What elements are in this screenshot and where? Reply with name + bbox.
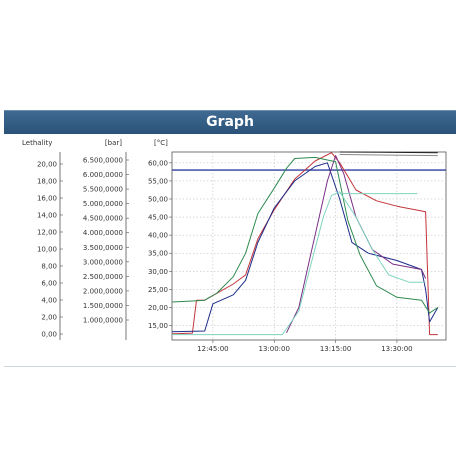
lethality-tick-label: 16,00 [37,195,57,203]
pressure-tick-label: 1.500,0000 [83,302,123,310]
lethality-axis-label: Lethality [22,139,52,147]
lethality-tick-label: 10,00 [37,246,57,254]
series-line-3 [286,155,427,334]
series-line-6 [339,151,438,154]
series-line-7 [339,154,438,157]
time-ticks: 12:45:00 13:00:00 13:15:00 13:30:00 [197,340,413,353]
time-tick-label: 13:15:00 [320,345,351,353]
series-line-5 [172,191,426,336]
lethality-tick-label: 14,00 [37,212,57,220]
pressure-tick-label: 4.000,0000 [83,229,123,237]
pressure-tick-label: 5.500,0000 [83,186,123,194]
temperature-axis-label: [°C] [154,139,168,147]
series-line-4 [171,156,439,314]
temperature-ticks: 15,00 20,00 25,00 30,00 35,00 40,00 45,00 50,00… [148,159,172,330]
temperature-tick-label: 40,00 [148,232,168,240]
pressure-tick-label: 1.000,0000 [83,317,123,325]
series-line-2 [171,162,439,333]
pressure-tick-label: 4.500,0000 [83,215,123,223]
time-tick-label: 13:00:00 [259,345,290,353]
temperature-tick-label: 30,00 [148,268,168,276]
pressure-tick-label: 6.000,0000 [83,171,123,179]
temperature-tick-label: 25,00 [148,286,168,294]
graph-header: Graph [4,110,456,134]
temperature-tick-label: 35,00 [148,250,168,258]
lethality-tick-label: 6,00 [41,280,57,288]
graph-panel: Lethality [bar] [°C] 20,00 18,00 16,00 14,0… [4,134,456,367]
pressure-tick-label: 3.000,0000 [83,258,123,266]
temperature-tick-label: 45,00 [148,214,168,222]
pressure-tick-label: 2.000,0000 [83,287,123,295]
temperature-tick-label: 15,00 [148,322,168,330]
temperature-tick-label: 55,00 [148,177,168,185]
pressure-ticks: 6.500,0000 6.000,0000 5.500,0000 5.000,0000… [83,157,129,325]
lethality-ticks: 20,00 18,00 16,00 14,00 12,00 10,00 8,00 6,00 4,… [37,161,63,339]
temperature-tick-label: 20,00 [148,304,168,312]
lethality-tick-label: 20,00 [37,161,57,169]
lethality-tick-label: 12,00 [37,229,57,237]
pressure-tick-label: 6.500,0000 [83,157,123,165]
series-layer [171,151,446,336]
plot-area [171,151,447,341]
line-chart: Lethality [bar] [°C] 20,00 18,00 16,00 14,0… [22,139,447,353]
time-tick-label: 13:30:00 [381,345,412,353]
pressure-tick-label: 5.000,0000 [83,200,123,208]
lethality-tick-label: 8,00 [41,263,57,271]
temperature-tick-label: 60,00 [148,159,168,167]
lethality-tick-label: 2,00 [41,314,57,322]
pressure-tick-label: 2.500,0000 [83,273,123,281]
lethality-tick-label: 4,00 [41,297,57,305]
pressure-tick-label: 3.500,0000 [83,244,123,252]
time-tick-label: 12:45:00 [197,345,228,353]
pressure-axis-label: [bar] [105,139,122,147]
lethality-tick-label: 18,00 [37,178,57,186]
lethality-tick-label: 0,00 [41,331,57,339]
temperature-tick-label: 50,00 [148,196,168,204]
